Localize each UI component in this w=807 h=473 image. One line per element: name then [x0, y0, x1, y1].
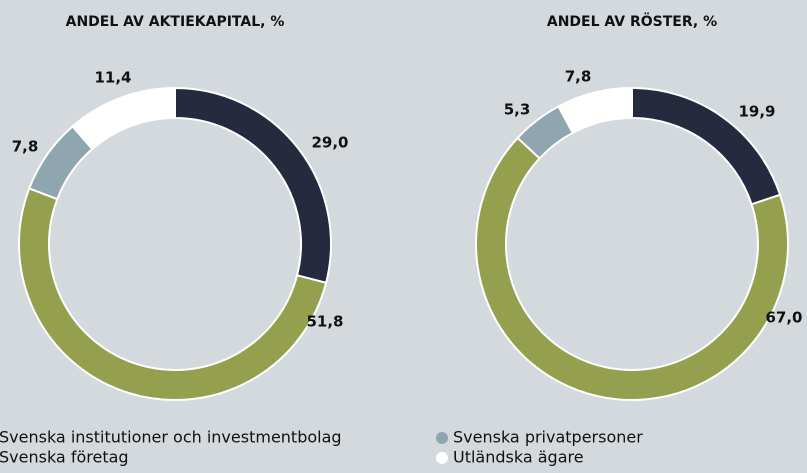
- chart-title: ANDEL AV AKTIEKAPITAL, %: [66, 14, 285, 30]
- value-label: 7,8: [565, 68, 592, 86]
- chart-title: ANDEL AV RÖSTER, %: [547, 12, 717, 30]
- legend-label: Utländska ägare: [453, 448, 584, 467]
- donut-segment: [475, 136, 789, 401]
- legend-label: Svenska privatpersoner: [453, 428, 643, 447]
- value-label: 5,3: [504, 101, 531, 119]
- donut-segment: [71, 86, 176, 151]
- legend-swatch: [436, 452, 448, 464]
- legend-label: Svenska institutioner och investmentbola…: [0, 428, 342, 447]
- value-label: 11,4: [94, 69, 131, 87]
- donut-segment: [18, 187, 328, 401]
- donut-segment: [174, 86, 332, 285]
- legend-label: Svenska företag: [0, 448, 129, 467]
- value-label: 67,0: [765, 309, 802, 327]
- value-label: 19,9: [738, 103, 775, 121]
- donut-segment: [557, 86, 633, 135]
- value-label: 7,8: [12, 138, 39, 156]
- value-label: 29,0: [311, 134, 348, 152]
- legend-swatch: [436, 432, 448, 444]
- value-label: 51,8: [306, 313, 343, 331]
